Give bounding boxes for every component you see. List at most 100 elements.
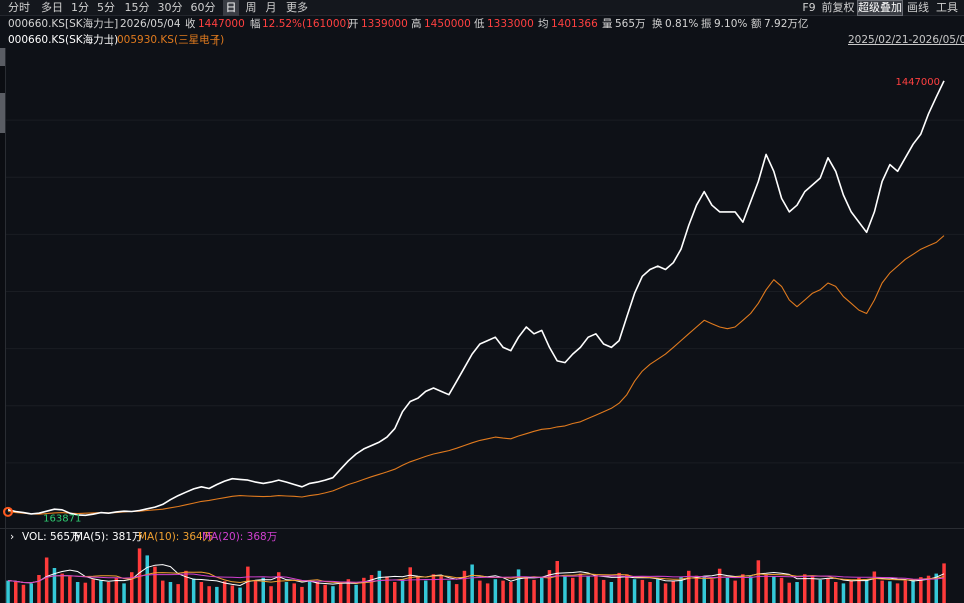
volume-bar[interactable] xyxy=(478,580,482,603)
volume-bar[interactable] xyxy=(485,583,490,603)
volume-expand-icon[interactable]: › xyxy=(10,531,15,543)
volume-bar[interactable] xyxy=(872,571,877,603)
volume-bar[interactable] xyxy=(826,578,830,603)
volume-bar[interactable] xyxy=(145,555,150,603)
volume-bar[interactable] xyxy=(540,577,544,603)
overlay-price-line[interactable] xyxy=(7,235,945,515)
period-5min[interactable]: 5分 xyxy=(97,1,115,14)
volume-bar[interactable] xyxy=(292,583,297,603)
period-intraday[interactable]: 分时 xyxy=(8,1,30,14)
volume-bar[interactable] xyxy=(6,580,10,603)
volume-bar[interactable] xyxy=(60,573,64,603)
volume-bar[interactable] xyxy=(323,584,327,603)
volume-bar[interactable] xyxy=(601,579,606,603)
pane-divider[interactable] xyxy=(0,528,964,529)
volume-bar[interactable] xyxy=(130,572,134,603)
volume-bar[interactable] xyxy=(841,583,846,603)
volume-bar[interactable] xyxy=(222,581,227,603)
volume-bar[interactable] xyxy=(779,577,784,603)
volume-bar[interactable] xyxy=(764,575,768,603)
volume-bar[interactable] xyxy=(702,576,707,603)
volume-bar[interactable] xyxy=(385,576,389,603)
volume-bar[interactable] xyxy=(578,573,583,603)
volume-bar[interactable] xyxy=(710,579,714,603)
volume-bar[interactable] xyxy=(795,582,799,603)
volume-bar[interactable] xyxy=(161,580,165,603)
volume-bar[interactable] xyxy=(114,577,119,603)
volume-bar[interactable] xyxy=(911,579,915,603)
volume-bar[interactable] xyxy=(571,577,575,603)
date-range[interactable]: 2025/02/21-2026/05/04 xyxy=(848,34,964,46)
volume-bar[interactable] xyxy=(787,582,792,603)
volume-bar[interactable] xyxy=(21,584,26,603)
volume-bar[interactable] xyxy=(594,575,598,603)
legend-primary[interactable]: 000660.KS(SK海力士) xyxy=(8,34,119,46)
volume-bar[interactable] xyxy=(810,576,815,603)
super-overlay-button[interactable]: 超级叠加 xyxy=(857,0,903,16)
volume-bar[interactable] xyxy=(919,577,923,603)
volume-bar[interactable] xyxy=(509,582,513,603)
volume-bar[interactable] xyxy=(803,574,807,603)
volume-bar[interactable] xyxy=(52,568,57,603)
volume-bar[interactable] xyxy=(694,575,699,603)
period-week[interactable]: 周 xyxy=(245,1,257,14)
volume-bar[interactable] xyxy=(942,563,946,603)
volume-bar[interactable] xyxy=(246,566,250,603)
strip-marker[interactable] xyxy=(0,48,5,66)
legend-overlay[interactable]: 005930.KS(三星电子) xyxy=(117,34,225,46)
volume-bar[interactable] xyxy=(632,579,637,603)
volume-bar[interactable] xyxy=(880,580,884,603)
volume-bar[interactable] xyxy=(895,583,900,603)
period-month[interactable]: 月 xyxy=(265,1,277,14)
volume-bar[interactable] xyxy=(176,584,180,603)
volume-bar[interactable] xyxy=(555,561,560,603)
volume-bar[interactable] xyxy=(408,567,413,603)
volume-bar[interactable] xyxy=(772,576,776,603)
primary-price-line[interactable] xyxy=(7,80,945,517)
volume-bar[interactable] xyxy=(315,582,320,603)
volume-bar[interactable] xyxy=(122,583,126,603)
volume-bar[interactable] xyxy=(834,582,838,603)
strip-marker[interactable] xyxy=(0,93,5,133)
volume-bar[interactable] xyxy=(338,582,343,603)
volume-bar[interactable] xyxy=(184,570,188,603)
volume-bar[interactable] xyxy=(656,579,660,603)
f9-button[interactable]: F9 xyxy=(802,1,816,14)
volume-bar[interactable] xyxy=(307,580,312,603)
volume-chart[interactable] xyxy=(0,545,964,603)
volume-bar[interactable] xyxy=(625,574,629,603)
volume-bar[interactable] xyxy=(648,582,652,603)
volume-bar[interactable] xyxy=(857,577,861,603)
volume-bar[interactable] xyxy=(377,570,382,603)
period-30min[interactable]: 30分 xyxy=(157,1,183,14)
volume-bar[interactable] xyxy=(362,577,366,603)
volume-bar[interactable] xyxy=(849,580,853,603)
volume-bar[interactable] xyxy=(524,577,529,603)
volume-bar[interactable] xyxy=(153,566,157,603)
volume-bar[interactable] xyxy=(277,572,281,603)
volume-bar[interactable] xyxy=(369,575,374,603)
volume-bar[interactable] xyxy=(29,583,34,603)
volume-bar[interactable] xyxy=(470,564,474,603)
volume-bar[interactable] xyxy=(671,580,676,603)
volume-bar[interactable] xyxy=(679,577,683,603)
volume-bar[interactable] xyxy=(300,586,304,603)
draw-line-button[interactable]: 画线 xyxy=(907,1,929,14)
period-more[interactable]: 更多 xyxy=(286,1,308,14)
volume-bar[interactable] xyxy=(199,582,204,603)
price-overlay-chart[interactable]: 1447000 163871 xyxy=(0,48,964,528)
volume-bar[interactable] xyxy=(725,577,730,603)
volume-bar[interactable] xyxy=(99,580,103,603)
volume-bar[interactable] xyxy=(431,574,436,603)
volume-bar[interactable] xyxy=(818,579,823,603)
volume-bar[interactable] xyxy=(864,579,869,603)
volume-bar[interactable] xyxy=(586,576,590,603)
volume-bar[interactable] xyxy=(75,582,80,603)
volume-bar[interactable] xyxy=(439,576,443,603)
volume-bar[interactable] xyxy=(934,573,939,603)
volume-bar[interactable] xyxy=(37,575,41,603)
volume-bar[interactable] xyxy=(741,574,745,603)
volume-bar[interactable] xyxy=(903,580,908,603)
volume-bar[interactable] xyxy=(640,579,645,603)
period-15min[interactable]: 15分 xyxy=(124,1,150,14)
